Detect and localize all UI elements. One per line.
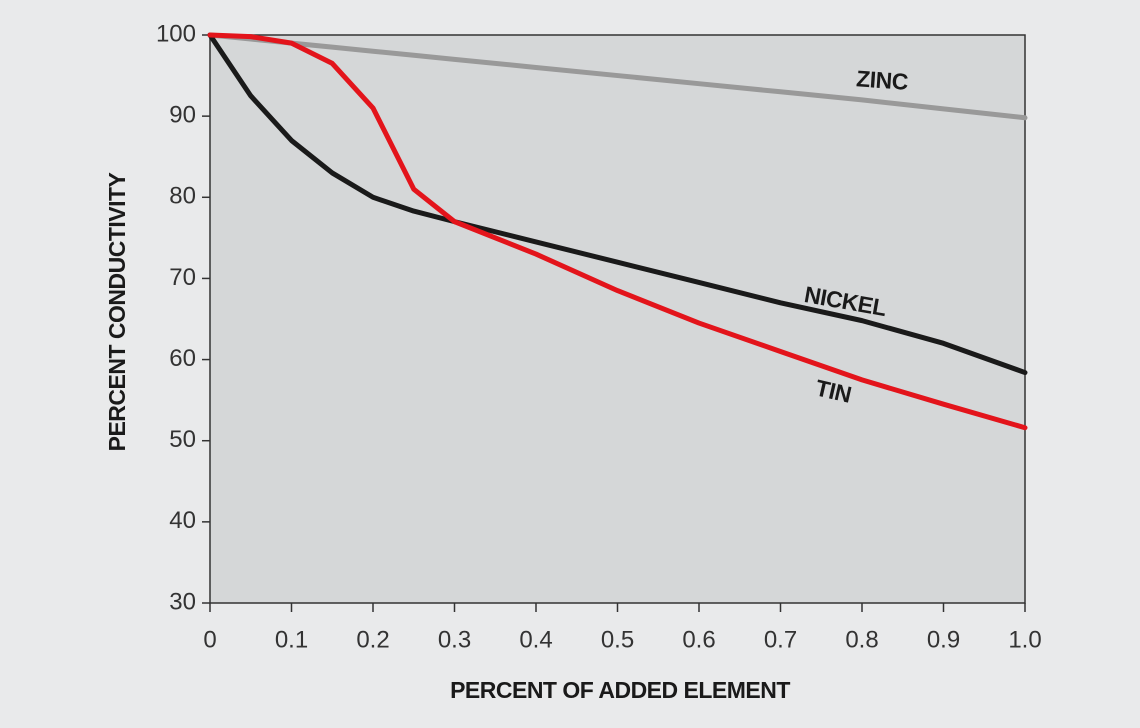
plot-area [209, 34, 1026, 604]
y-tick-label: 60 [169, 345, 196, 372]
x-tick-label: 0.2 [356, 626, 389, 653]
y-tick-label: 50 [169, 426, 196, 453]
x-axis-title: PERCENT OF ADDED ELEMENT [450, 677, 790, 703]
y-tick-label: 40 [169, 507, 196, 534]
x-tick-label: 0.4 [519, 626, 552, 653]
x-tick-label: 0.1 [275, 626, 308, 653]
y-tick-label: 80 [169, 183, 196, 210]
y-axis-title: PERCENT CONDUCTIVITY [104, 172, 130, 451]
x-tick-label: 0.6 [682, 626, 715, 653]
y-tick-label: 30 [169, 588, 196, 615]
line-2 [207, 32, 1028, 431]
x-tick-label: 0 [203, 626, 216, 653]
x-tick-label: 0.7 [764, 626, 797, 653]
line-1 [207, 32, 1028, 376]
y-tick-label: 100 [156, 20, 196, 47]
x-tick-label: 1.0 [1008, 626, 1041, 653]
x-tick-label: 0.3 [438, 626, 471, 653]
series-label: ZINC [855, 65, 908, 95]
y-tick-label: 90 [169, 101, 196, 128]
x-tick-label: 0.9 [927, 626, 960, 653]
y-tick-label: 70 [169, 264, 196, 291]
x-tick-label: 0.5 [601, 626, 634, 653]
x-tick-label: 0.8 [845, 626, 878, 653]
